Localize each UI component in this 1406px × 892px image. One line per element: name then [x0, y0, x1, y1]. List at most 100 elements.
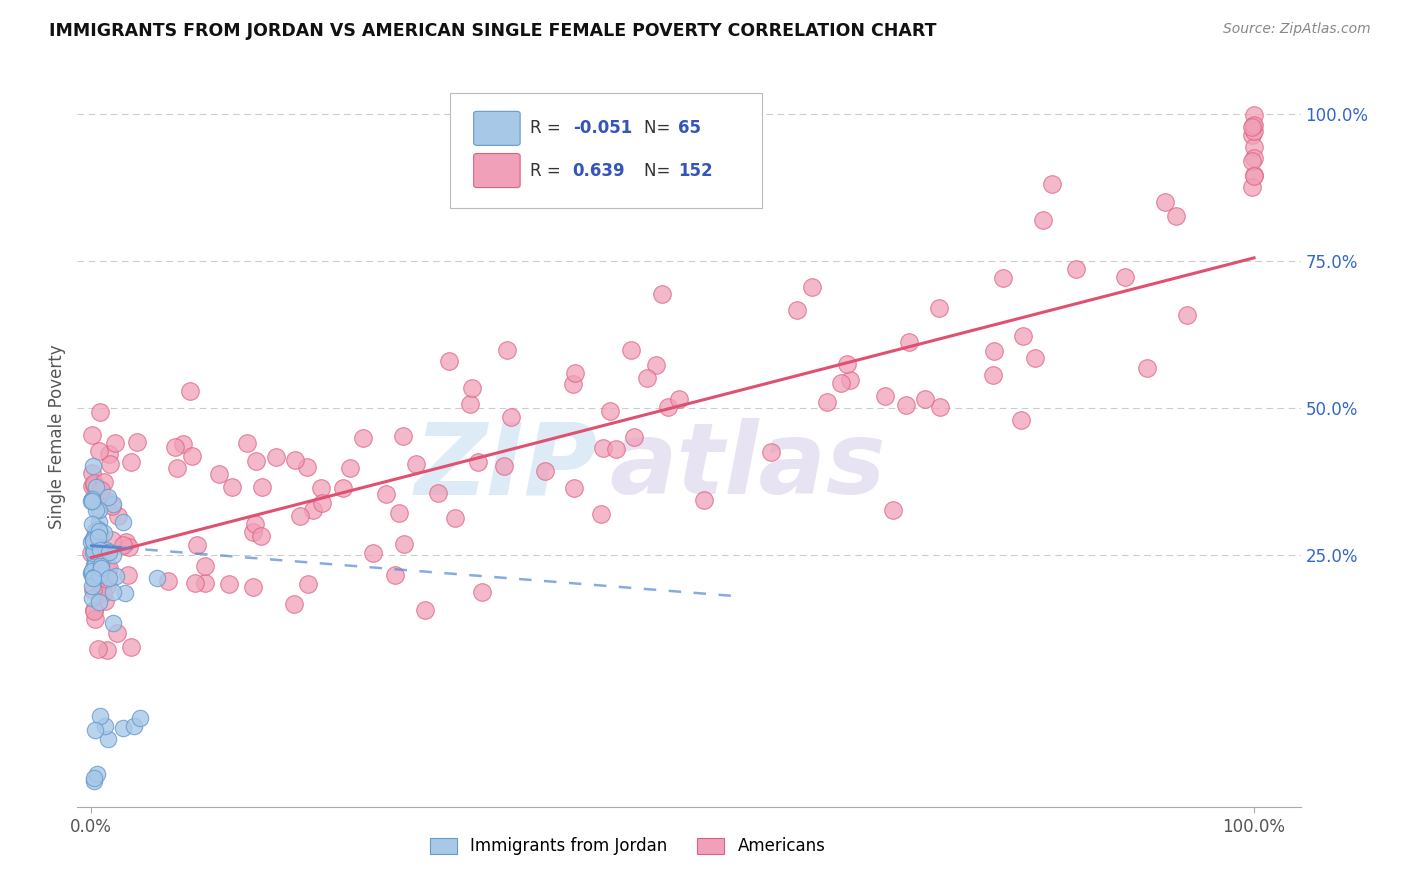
Point	[657, 400, 679, 414]
Point	[84, 524, 107, 539]
Point	[101, 497, 124, 511]
Point	[388, 506, 411, 520]
Point	[97, 564, 120, 578]
Point	[82, 459, 104, 474]
Point	[897, 334, 920, 349]
Point	[93, 585, 115, 599]
Point	[120, 640, 142, 654]
Point	[82, 571, 104, 585]
Point	[179, 384, 201, 398]
Point	[97, 494, 120, 508]
Point	[145, 571, 167, 585]
Point	[104, 569, 127, 583]
Point	[413, 603, 436, 617]
Point	[1031, 212, 1053, 227]
Point	[83, 570, 105, 584]
Point	[186, 537, 208, 551]
Point	[80, 564, 103, 578]
Point	[693, 492, 716, 507]
Point	[83, 603, 105, 617]
Text: 0.639: 0.639	[572, 161, 626, 179]
Point	[1040, 178, 1063, 192]
Point	[352, 431, 374, 445]
Point	[264, 450, 287, 465]
FancyBboxPatch shape	[450, 93, 762, 208]
Point	[120, 455, 142, 469]
Point	[96, 543, 118, 558]
Point	[87, 524, 110, 538]
Point	[96, 572, 118, 586]
Point	[89, 527, 111, 541]
Point	[101, 533, 124, 547]
Point	[339, 460, 361, 475]
Point	[623, 430, 645, 444]
Point	[82, 565, 104, 579]
Point	[1135, 361, 1157, 376]
Point	[80, 427, 103, 442]
Point	[309, 481, 332, 495]
Point	[93, 570, 115, 584]
Point	[87, 554, 110, 568]
Point	[82, 566, 104, 581]
Point	[250, 529, 273, 543]
Point	[564, 367, 586, 381]
Text: Source: ZipAtlas.com: Source: ZipAtlas.com	[1223, 22, 1371, 37]
Point	[645, 359, 668, 373]
Point	[1243, 108, 1265, 122]
Point	[114, 586, 136, 600]
Point	[894, 398, 917, 412]
Point	[815, 395, 838, 409]
Point	[84, 528, 107, 542]
Point	[363, 546, 385, 560]
Point	[82, 533, 104, 548]
Point	[636, 371, 658, 385]
Point	[283, 598, 305, 612]
Point	[83, 568, 105, 582]
Point	[1114, 269, 1136, 284]
Point	[98, 457, 121, 471]
Point	[84, 558, 107, 572]
Point	[83, 478, 105, 492]
Point	[668, 392, 690, 406]
Point	[97, 561, 120, 575]
Point	[80, 566, 103, 581]
Point	[80, 534, 103, 549]
Point	[297, 460, 319, 475]
Point	[84, 503, 107, 517]
Point	[928, 301, 950, 316]
Point	[444, 511, 467, 525]
Point	[1154, 195, 1177, 210]
Point	[311, 496, 333, 510]
Point	[103, 549, 125, 563]
Point	[1241, 128, 1264, 142]
Point	[494, 458, 516, 473]
Point	[82, 582, 104, 597]
Point	[1066, 262, 1088, 277]
Point	[184, 576, 207, 591]
Point	[89, 709, 111, 723]
Point	[125, 435, 148, 450]
Point	[101, 615, 124, 630]
Point	[111, 515, 134, 529]
Point	[84, 723, 107, 737]
Point	[90, 558, 112, 573]
Point	[83, 774, 105, 789]
Point	[562, 377, 585, 392]
Point	[1012, 328, 1035, 343]
Point	[166, 460, 188, 475]
Point	[1241, 180, 1264, 194]
Point	[592, 441, 614, 455]
Point	[84, 612, 107, 626]
Point	[534, 464, 557, 478]
Point	[375, 486, 398, 500]
Point	[97, 490, 120, 504]
Point	[332, 481, 354, 495]
Point	[1243, 124, 1265, 138]
Point	[115, 534, 138, 549]
Point	[1024, 351, 1046, 365]
Text: -0.051: -0.051	[572, 120, 631, 137]
Point	[107, 508, 129, 523]
Point	[297, 577, 319, 591]
Text: 65: 65	[678, 120, 702, 137]
Point	[437, 354, 460, 368]
